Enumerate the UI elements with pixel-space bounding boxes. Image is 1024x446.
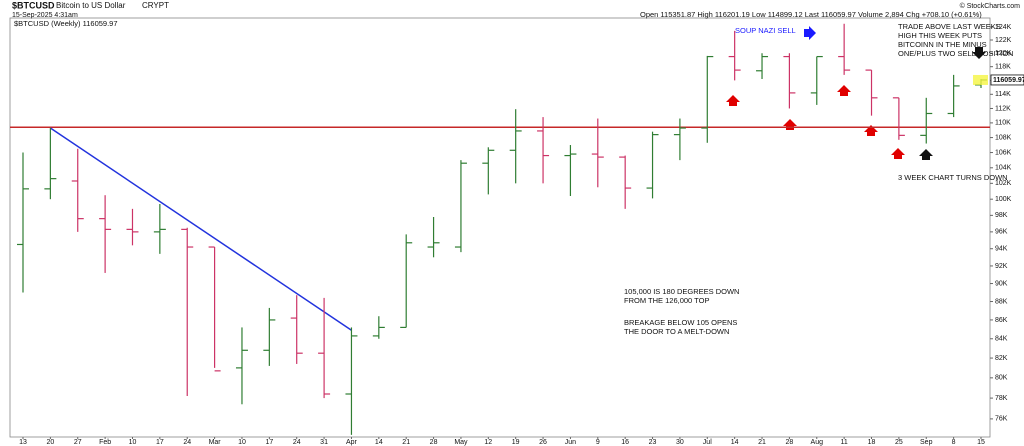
y-tick-label: 84K [995, 336, 1008, 343]
y-tick-label: 76K [995, 416, 1008, 423]
x-tick-label: 30 [676, 439, 684, 446]
x-tick-label: 16 [621, 439, 629, 446]
x-tick-label: 17 [156, 439, 164, 446]
x-tick-label: 10 [129, 439, 137, 446]
annotation: ONE/PLUS TWO SELL POSITION [898, 49, 1013, 58]
x-tick-label: 28 [786, 439, 794, 446]
y-tick-label: 94K [995, 246, 1008, 253]
x-tick-label: 12 [484, 439, 492, 446]
annotation: 3 WEEK CHART TURNS DOWN [898, 173, 1008, 182]
y-tick-label: 118K [995, 64, 1011, 71]
annotation: SOUP NAZI SELL [735, 26, 796, 35]
x-tick-label: Jun [565, 439, 576, 446]
annotation: BITCOINN IN THE MINUS [898, 40, 987, 49]
plot-frame [9, 17, 991, 438]
symbol-name: Bitcoin to US Dollar [56, 1, 126, 10]
arrow-up [864, 125, 878, 136]
arrow-right [804, 26, 816, 40]
x-tick-label: 21 [402, 439, 410, 446]
x-tick-label: 13 [19, 439, 27, 446]
annotation: 105,000 IS 180 DEGREES DOWN [624, 287, 739, 296]
x-tick-label: 19 [512, 439, 520, 446]
arrow-up [837, 85, 851, 96]
x-tick-label: 17 [265, 439, 273, 446]
y-tick-label: 96K [995, 229, 1008, 236]
arrow-down [972, 47, 986, 59]
x-tick-label: 26 [539, 439, 547, 446]
y-tick-label: 98K [995, 212, 1008, 219]
y-tick-label: 86K [995, 317, 1008, 324]
y-tick-label: 124K [995, 24, 1012, 31]
x-tick-label: Jul [703, 439, 712, 446]
y-tick-label: 90K [995, 280, 1008, 287]
y-tick-label: 108K [995, 134, 1012, 141]
x-tick-label: 23 [649, 439, 657, 446]
arrow-up [891, 148, 905, 159]
annotation: HIGH THIS WEEK PUTS [898, 31, 982, 40]
x-tick-label: Apr [346, 439, 358, 446]
y-tick-label: 122K [995, 37, 1012, 44]
annotation: THE DOOR TO A MELT-DOWN [624, 327, 729, 336]
arrow-up [726, 95, 740, 106]
x-tick-label: May [454, 439, 468, 446]
y-tick-label: 80K [995, 375, 1008, 382]
x-tick-label: 18 [868, 439, 876, 446]
legend: $BTCUSD (Weekly) 116059.97 [14, 19, 118, 28]
y-tick-label: 106K [995, 149, 1012, 156]
annotation: FROM THE 126,000 TOP [624, 296, 709, 305]
y-tick-label: 112K [995, 105, 1011, 112]
y-tick-label: 88K [995, 298, 1008, 305]
x-tick-label: 24 [183, 439, 191, 446]
x-tick-label: 15 [977, 439, 985, 446]
x-tick-label: 24 [293, 439, 301, 446]
exchange: CRYPT [142, 1, 169, 10]
y-tick-label: 120K [995, 50, 1012, 57]
x-tick-label: 11 [841, 439, 848, 446]
x-tick-label: 10 [238, 439, 246, 446]
y-tick-label: 110K [995, 120, 1011, 127]
last-marker [973, 74, 988, 85]
last-label-box [990, 74, 1024, 86]
x-tick-label: 28 [430, 439, 438, 446]
x-tick-label: 25 [895, 439, 903, 446]
x-tick-label: 20 [46, 439, 54, 446]
x-tick-label: Mar [209, 439, 222, 446]
y-tick-label: 92K [995, 263, 1008, 270]
y-tick-label: 102K [995, 180, 1012, 187]
x-tick-label: 14 [731, 439, 739, 446]
x-tick-label: Aug [811, 439, 824, 446]
x-tick-label: 27 [74, 439, 82, 446]
x-tick-label: 31 [320, 439, 328, 446]
annotation: BREAKAGE BELOW 105 OPENS [624, 318, 737, 327]
y-tick-label: 82K [995, 355, 1008, 362]
x-tick-label: Sep [920, 439, 933, 446]
x-tick-label: 21 [758, 439, 766, 446]
y-tick-label: 104K [995, 165, 1012, 172]
date: 15-Sep-2025 4:31am [12, 12, 78, 19]
annotation: TRADE ABOVE LAST WEEKS [898, 22, 1001, 31]
arrow-up [919, 149, 933, 160]
y-tick-label: 114K [995, 91, 1011, 98]
x-tick-label: 14 [375, 439, 383, 446]
last-label: 116059.97 [993, 77, 1024, 84]
y-tick-label: 100K [995, 196, 1012, 203]
symbol: $BTCUSD [12, 0, 55, 10]
arrows [726, 26, 986, 160]
trendline [49, 127, 352, 331]
quote: Open 115351.87 High 116201.19 Low 114899… [640, 10, 982, 19]
x-tick-label: 8 [952, 439, 956, 446]
copyright: © StockCharts.com [960, 2, 1021, 10]
x-tick-label: 9 [596, 439, 600, 446]
x-tick-label: Feb [99, 439, 111, 446]
y-tick-label: 78K [995, 395, 1008, 402]
